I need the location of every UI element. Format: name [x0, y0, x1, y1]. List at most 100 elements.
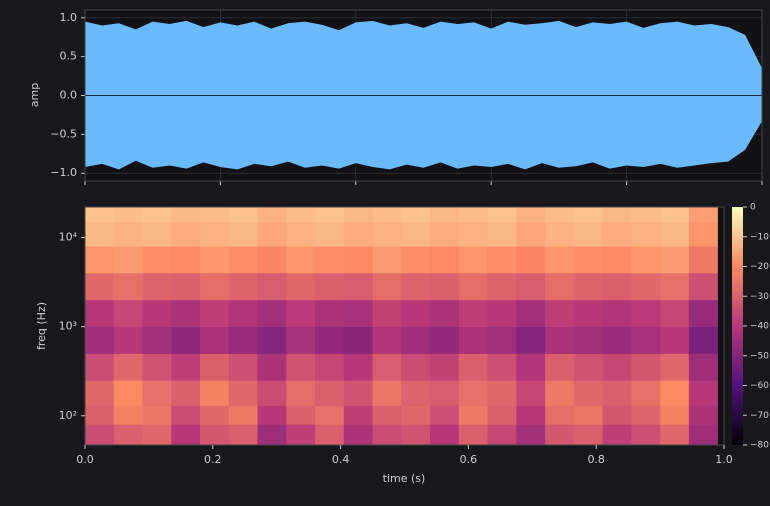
spectrogram-cell	[257, 246, 287, 274]
spectrogram-cell	[458, 221, 488, 247]
spectrogram-cell	[631, 380, 661, 406]
spectrogram-cell	[458, 353, 488, 381]
spectrogram-cell	[85, 246, 115, 274]
x-tick-label: 0.8	[587, 453, 605, 466]
spectrogram-cell	[430, 405, 460, 425]
spectrogram-cell	[113, 326, 143, 354]
spectrogram-cell	[142, 424, 172, 446]
spectrogram-cell	[286, 326, 316, 354]
colorbar-tick-label: −40	[750, 322, 769, 332]
spectrogram-cell	[545, 221, 575, 247]
y-tick-label: 0.0	[60, 89, 78, 102]
spectrogram-cell	[113, 380, 143, 406]
spectrogram-cell	[573, 273, 603, 301]
spectrogram-cell	[257, 207, 287, 223]
spectrogram-cell	[660, 380, 690, 406]
spectrogram-cell	[401, 326, 431, 354]
spectrogram-cell	[257, 221, 287, 247]
spectrogram-cell	[458, 207, 488, 223]
spectrogram-cell	[487, 299, 517, 327]
spectrogram-cell	[430, 299, 460, 327]
spectrogram-cell	[573, 424, 603, 446]
spectrogram-cell	[487, 424, 517, 446]
spectrogram-cell	[631, 405, 661, 425]
spectrogram-cell	[85, 405, 115, 425]
spectrogram-cell	[286, 246, 316, 274]
spectrogram-cell	[257, 380, 287, 406]
spectrogram-cell	[573, 221, 603, 247]
spectrogram-cell	[372, 273, 402, 301]
spectrogram-cell	[688, 273, 718, 301]
spectrogram-cell	[430, 273, 460, 301]
spectrogram-cell	[401, 246, 431, 274]
spectrogram-cell	[200, 353, 230, 381]
spectrogram-cell	[602, 246, 632, 274]
spectrogram-cell	[85, 299, 115, 327]
y-tick-label: 10²	[59, 409, 77, 422]
spectrogram-cell	[315, 221, 345, 247]
spectrogram-cell	[516, 273, 546, 301]
spectrogram-cell	[602, 353, 632, 381]
spectrogram-cell	[200, 405, 230, 425]
spectrogram-cell	[516, 424, 546, 446]
spectrogram-cell	[487, 380, 517, 406]
spectrogram-cell	[372, 405, 402, 425]
spectrogram-cell	[573, 353, 603, 381]
spectrogram-cell	[660, 299, 690, 327]
spectrogram-cell	[401, 299, 431, 327]
spectrogram-cell	[113, 405, 143, 425]
colorbar-tick-label: 0	[750, 203, 756, 213]
spectrogram-cell	[200, 380, 230, 406]
spectrogram-cell	[487, 353, 517, 381]
spectrogram-cell	[458, 424, 488, 446]
spectrogram-cell	[142, 405, 172, 425]
spectrogram-cell	[171, 221, 201, 247]
spectrogram-cell	[113, 424, 143, 446]
spectrogram-cell	[257, 299, 287, 327]
spectrogram-cell	[688, 207, 718, 223]
spectrogram-cell	[200, 207, 230, 223]
spectrogram-cell	[401, 353, 431, 381]
colorbar	[732, 207, 743, 445]
spectrogram-cell	[458, 405, 488, 425]
spectrogram-cell	[286, 273, 316, 301]
spectrogram-cell	[200, 299, 230, 327]
spectrogram-cell	[602, 405, 632, 425]
spectrogram-cell	[142, 246, 172, 274]
spectrogram-cell	[228, 273, 258, 301]
spectrogram-cell	[228, 326, 258, 354]
spectrogram-cell	[602, 380, 632, 406]
y-axis-label: amp	[28, 83, 41, 107]
spectrogram-cell	[315, 207, 345, 223]
x-tick-label: 0.2	[204, 453, 222, 466]
spectrogram-cell	[401, 424, 431, 446]
spectrogram-cell	[458, 299, 488, 327]
spectrogram-cell	[372, 246, 402, 274]
spectrogram-cell	[602, 207, 632, 223]
spectrogram-cell	[343, 326, 373, 354]
spectrogram-cell	[372, 221, 402, 247]
spectrogram-cell	[430, 221, 460, 247]
spectrogram-cell	[286, 353, 316, 381]
colorbar-tick-label: −20	[750, 262, 769, 272]
spectrogram-cell	[631, 424, 661, 446]
spectrogram-cell	[430, 353, 460, 381]
spectrogram-cell	[171, 353, 201, 381]
spectrogram-cell	[458, 273, 488, 301]
spectrogram-cell	[113, 299, 143, 327]
spectrogram-cell	[142, 353, 172, 381]
spectrogram-cell	[545, 273, 575, 301]
spectrogram-cell	[200, 424, 230, 446]
spectrogram-cell	[688, 246, 718, 274]
spectrogram-cell	[401, 207, 431, 223]
spectrogram-cell	[602, 273, 632, 301]
spectrogram-cell	[631, 221, 661, 247]
spectrogram-cell	[631, 299, 661, 327]
spectrogram-cell	[401, 273, 431, 301]
spectrogram-cell	[487, 246, 517, 274]
spectrogram-cell	[516, 299, 546, 327]
waveform-area	[85, 20, 762, 96]
y-tick-label: 10⁴	[59, 231, 78, 244]
spectrogram-cell	[343, 380, 373, 406]
spectrogram-cell	[545, 424, 575, 446]
